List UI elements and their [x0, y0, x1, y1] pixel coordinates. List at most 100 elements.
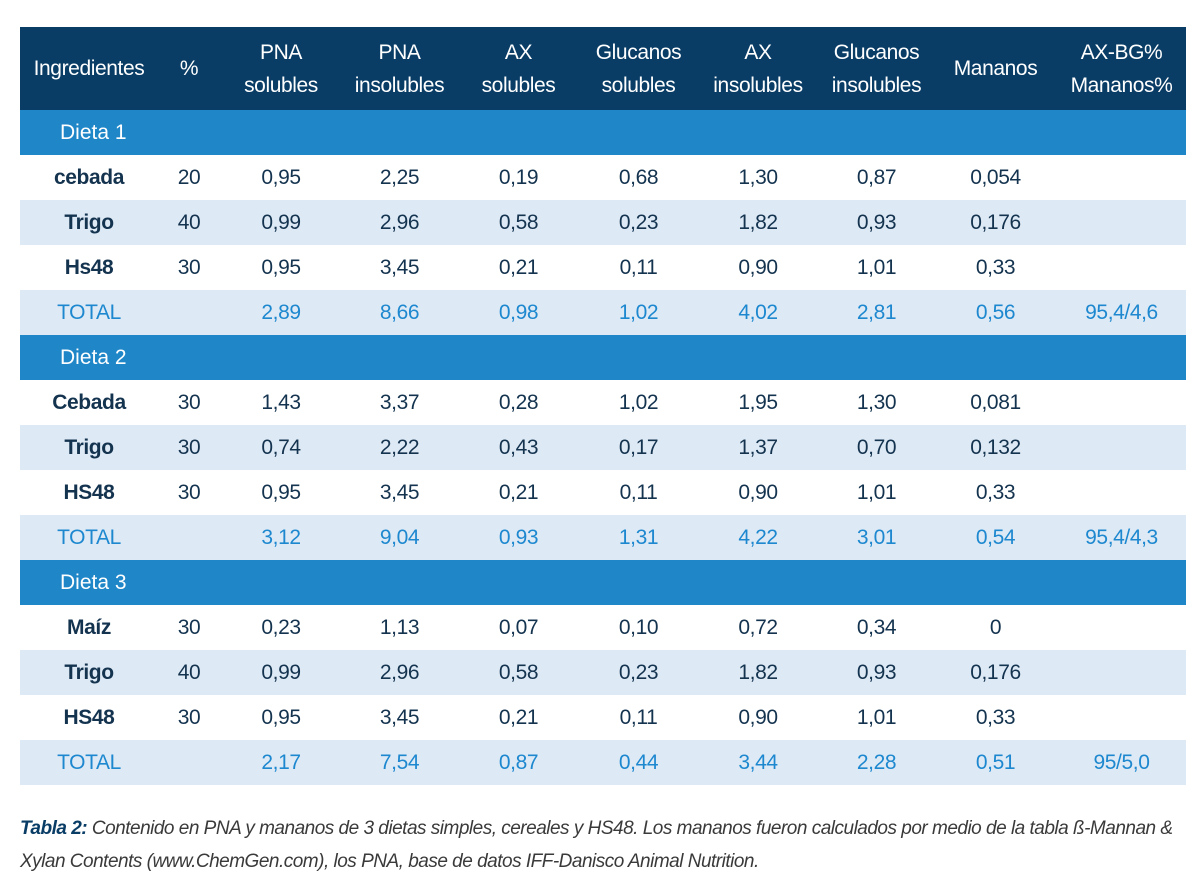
value-cell: 1,02	[618, 390, 659, 414]
value-cell: 0,93	[856, 210, 897, 234]
value-cell	[1057, 605, 1186, 650]
total-value-cell: 0,98	[498, 300, 539, 324]
value-cell: 30	[177, 615, 201, 639]
value-cell: 3,37	[379, 390, 420, 414]
value-cell: 0,90	[738, 255, 778, 279]
total-value-cell: 2,28	[856, 750, 897, 774]
total-value-cell: 7,54	[379, 750, 420, 774]
value-cell: 0,054	[970, 165, 1021, 189]
value-cell: 1,01	[856, 255, 897, 279]
value-cell: 0,11	[619, 480, 658, 504]
value-cell	[1057, 245, 1186, 290]
value-cell: 1,13	[379, 615, 420, 639]
value-cell: 1,30	[738, 165, 778, 189]
ingredient-cell: Hs48	[64, 255, 114, 279]
total-value-cell: 1,31	[618, 525, 659, 549]
value-cell: 0,21	[498, 705, 539, 729]
ingredient-cell: Trigo	[64, 660, 114, 684]
total-value-cell: 0,93	[498, 525, 539, 549]
value-cell: 0,95	[261, 480, 301, 504]
total-value-cell: 95,4/4,6	[1085, 300, 1158, 324]
value-cell: 0,87	[856, 165, 897, 189]
column-header-line: insolubles	[354, 73, 445, 97]
value-cell: 0,10	[618, 615, 659, 639]
ingredient-cell: Trigo	[64, 435, 114, 459]
value-cell: 2,96	[379, 660, 420, 684]
ingredient-cell: Maíz	[67, 615, 111, 639]
value-cell: 0,43	[498, 435, 539, 459]
column-header-line: Mananos	[953, 57, 1038, 80]
column-header: Glucanos insolubles	[819, 27, 934, 110]
column-header-line: PNA	[260, 40, 302, 64]
column-header-line: solubles	[481, 73, 556, 97]
total-value-cell: 4,02	[738, 300, 778, 324]
value-cell: 0,176	[970, 210, 1021, 234]
total-row: TOTAL 3,12 9,04 0,93 1,31 4,22 3,01 0,54 95,4/4,…	[20, 515, 1186, 560]
column-header: Ingredientes	[20, 27, 158, 110]
value-cell: 0,33	[975, 255, 1016, 279]
total-value-cell: 2,89	[261, 300, 301, 324]
value-cell: 0,95	[261, 165, 301, 189]
column-header-line: Ingredientes	[33, 57, 145, 80]
value-cell: 30	[177, 390, 201, 414]
total-value-cell: 2,81	[856, 300, 897, 324]
table-row: Maíz 30 0,23 1,13 0,07 0,10 0,72 0,34 0	[20, 605, 1186, 650]
data-table: Ingredientes% PNA solubles PNA insolubles AX s…	[20, 27, 1186, 785]
ingredient-cell: cebada	[54, 165, 124, 189]
table-body: Dieta 1 cebada 20 0,95 2,25 0,19 0,68 1,30 0,87 0…	[20, 110, 1186, 785]
column-header: Glucanos solubles	[580, 27, 697, 110]
value-cell: 0,58	[498, 660, 539, 684]
column-header-line: insolubles	[831, 73, 922, 97]
table-row: Trigo 30 0,74 2,22 0,43 0,17 1,37 0,70 0,132	[20, 425, 1186, 470]
diet-label: Dieta 3	[60, 570, 127, 594]
value-cell: 3,45	[379, 705, 420, 729]
value-cell: 2,25	[379, 165, 420, 189]
value-cell: 0	[989, 615, 1002, 639]
value-cell: 0,081	[970, 390, 1021, 414]
ingredient-cell: HS48	[63, 705, 115, 729]
total-value-cell: 3,12	[261, 525, 301, 549]
column-header: AX-BG% Mananos%	[1057, 27, 1186, 110]
value-cell	[1057, 695, 1186, 740]
table-row: Hs48 30 0,95 3,45 0,21 0,11 0,90 1,01 0,33	[20, 245, 1186, 290]
total-value-cell: 0,51	[975, 750, 1016, 774]
column-header-line: AX	[504, 40, 533, 64]
value-cell: 0,21	[498, 255, 539, 279]
table-header-row: Ingredientes% PNA solubles PNA insolubles AX s…	[20, 27, 1186, 110]
value-cell: 1,37	[738, 435, 778, 459]
column-header-line: Glucanos	[833, 40, 920, 64]
column-header-line: Mananos%	[1070, 73, 1173, 97]
table-row: Trigo 40 0,99 2,96 0,58 0,23 1,82 0,93 0,176	[20, 200, 1186, 245]
value-cell: 3,45	[379, 255, 420, 279]
diet-label: Dieta 2	[60, 345, 127, 369]
column-header: %	[158, 27, 220, 110]
value-cell: 40	[177, 660, 201, 684]
value-cell: 1,43	[261, 390, 301, 414]
value-cell: 30	[177, 435, 201, 459]
total-label: TOTAL	[57, 525, 121, 549]
value-cell: 30	[177, 255, 201, 279]
column-header-line: PNA	[378, 40, 421, 64]
total-value-cell: 3,44	[738, 750, 778, 774]
ingredient-cell: Trigo	[64, 210, 114, 234]
value-cell: 0,19	[498, 165, 539, 189]
ingredient-cell: Cebada	[52, 390, 126, 414]
value-cell: 0,33	[975, 480, 1016, 504]
value-cell: 2,22	[379, 435, 420, 459]
total-value-cell: 0,87	[498, 750, 539, 774]
column-header-line: solubles	[601, 73, 676, 97]
total-value-cell: 95/5,0	[1093, 750, 1150, 774]
value-cell	[1057, 425, 1186, 470]
total-value-cell: 8,66	[379, 300, 420, 324]
value-cell: 1,01	[856, 480, 897, 504]
column-header-line: solubles	[244, 73, 318, 97]
value-cell: 1,82	[738, 210, 778, 234]
value-cell: 1,95	[738, 390, 778, 414]
value-cell: 0,95	[261, 705, 301, 729]
column-header-line: insolubles	[713, 73, 803, 97]
value-cell: 0,132	[970, 435, 1021, 459]
value-cell	[1057, 470, 1186, 515]
total-value-cell: 3,01	[856, 525, 897, 549]
value-cell: 1,30	[856, 390, 897, 414]
total-value-cell: 0,54	[975, 525, 1016, 549]
